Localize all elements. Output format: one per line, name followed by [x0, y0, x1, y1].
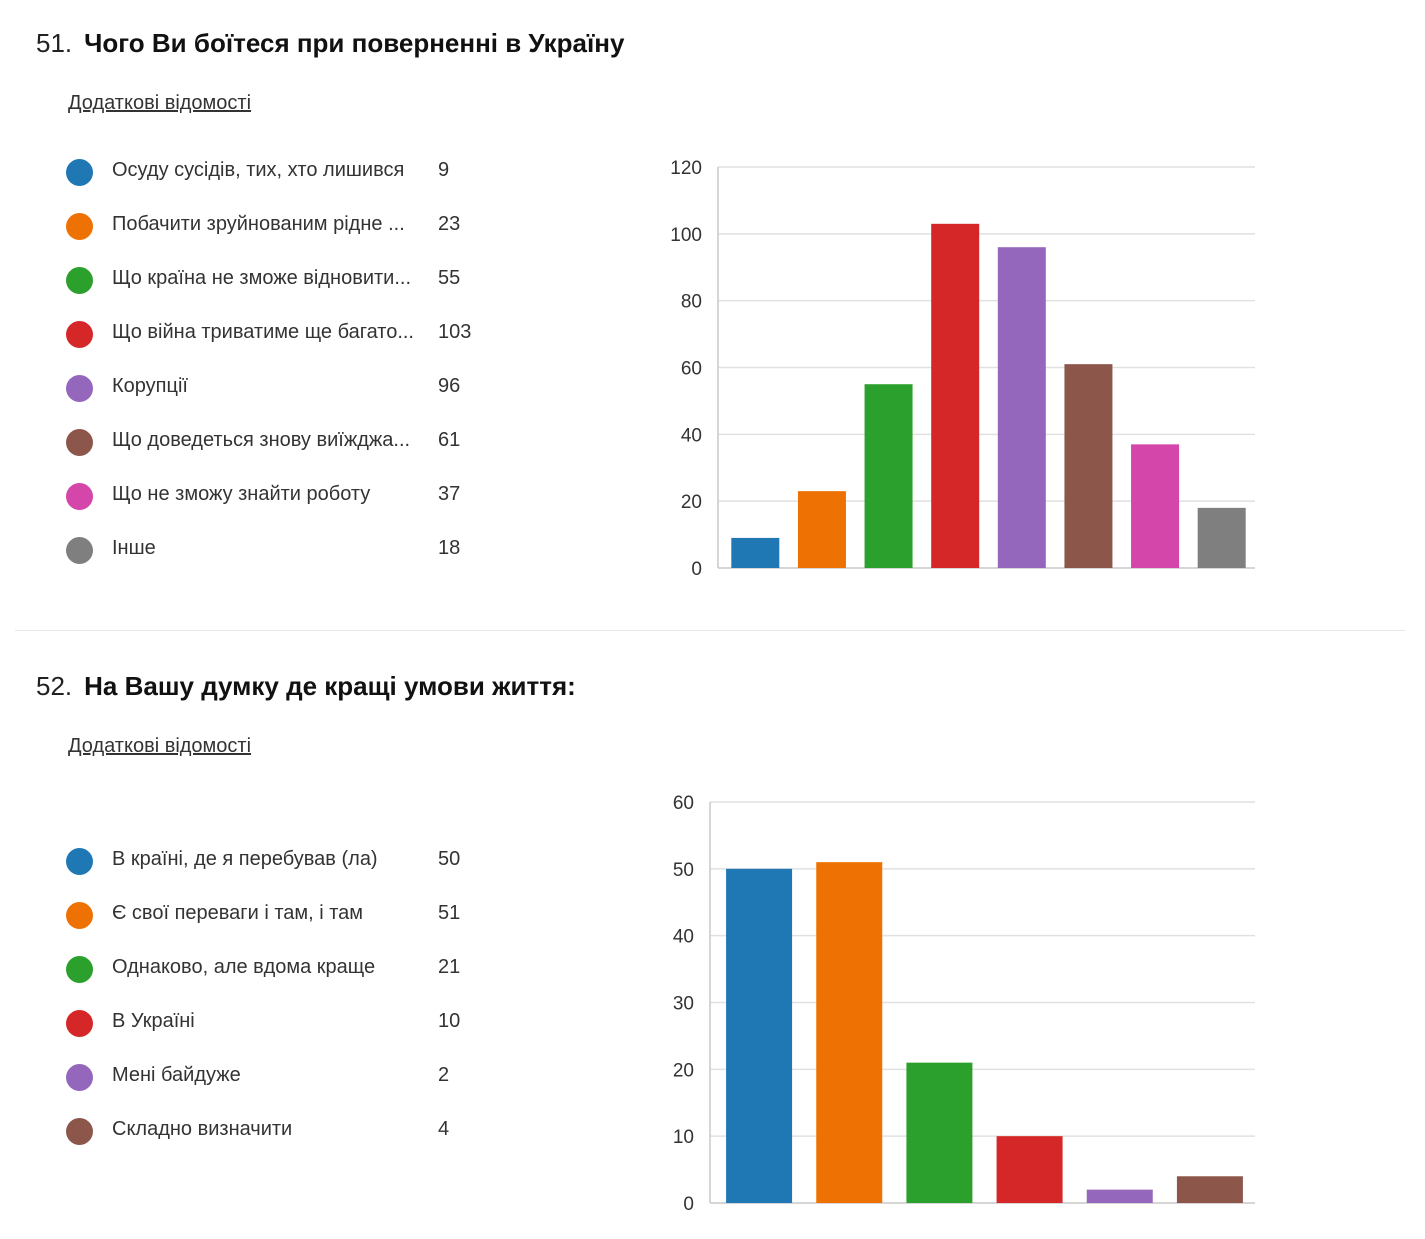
legend-count: 51	[438, 902, 461, 924]
question-text: На Вашу думку де кращі умови життя:	[84, 671, 576, 701]
legend-label: В країні, де я перебував (ла)	[112, 848, 378, 870]
bar[interactable]	[1086, 1189, 1153, 1203]
legend-label: Є свої переваги і там, і там	[112, 902, 364, 924]
bar[interactable]	[1131, 444, 1180, 568]
legend-item[interactable]: Побачити зруйнованим рідне ... 23	[66, 207, 496, 247]
legend-count: 55	[438, 267, 461, 289]
legend-color-dot	[66, 321, 93, 348]
y-tick-label: 10	[673, 1127, 694, 1148]
section-divider	[15, 630, 1405, 631]
bar[interactable]	[726, 868, 793, 1203]
chart-svg: 0 20 40 60 80 100 120	[670, 158, 1255, 580]
legend-count: 9	[438, 159, 450, 181]
bar-chart: 0 20 40 60 80 100 120	[640, 150, 1280, 590]
legend-color-dot	[66, 429, 93, 456]
legend-count: 61	[438, 429, 461, 451]
legend-item[interactable]: Що війна триватиме ще багато... 103	[66, 315, 496, 355]
legend-color-dot	[66, 1010, 93, 1037]
legend-color-dot	[66, 375, 93, 402]
bar[interactable]	[931, 223, 980, 568]
legend-color-dot	[66, 537, 93, 564]
y-tick-label: 20	[681, 492, 702, 513]
more-info-link[interactable]: Додаткові відомості	[68, 92, 252, 114]
legend-label: Побачити зруйнованим рідне ...	[112, 213, 405, 235]
y-tick-label: 20	[673, 1060, 694, 1081]
bar[interactable]	[1064, 364, 1113, 568]
legend-item[interactable]: Осуду сусідів, тих, хто лишився 9	[66, 153, 496, 193]
y-tick-label: 100	[670, 225, 702, 246]
y-tick-label: 120	[670, 158, 702, 179]
y-tick-label: 60	[681, 359, 702, 380]
question-number: 51.	[36, 28, 73, 58]
legend-count: 4	[438, 1118, 450, 1140]
legend-item[interactable]: В країні, де я перебував (ла) 50	[66, 842, 496, 882]
question-number: 52.	[36, 671, 73, 701]
legend-item[interactable]: Складно визначити 4	[66, 1112, 496, 1152]
legend-item[interactable]: Інше 18	[66, 531, 496, 571]
legend-item[interactable]: Що не зможу знайти роботу 37	[66, 477, 496, 517]
legend-color-dot	[66, 213, 93, 240]
y-tick-label: 40	[673, 927, 694, 948]
bar[interactable]	[996, 1136, 1063, 1203]
question-51: 51. Чого Ви боїтеся при поверненні в Укра…	[36, 28, 1280, 590]
legend-count: 23	[438, 213, 461, 235]
y-tick-label: 60	[673, 793, 694, 814]
legend-color-dot	[66, 1064, 93, 1091]
legend-color-dot	[66, 483, 93, 510]
y-tick-label: 40	[681, 425, 702, 446]
legend-count: 21	[438, 956, 461, 978]
y-tick-label: 0	[691, 559, 702, 580]
legend-label: Однаково, але вдома краще	[112, 956, 376, 978]
legend-color-dot	[66, 267, 93, 294]
legend-label: Що доведеться знову виїжджа...	[112, 429, 411, 451]
legend-color-dot	[66, 956, 93, 983]
legend-color-dot	[66, 1118, 93, 1145]
bar[interactable]	[864, 384, 913, 568]
question-title: 51. Чого Ви боїтеся при поверненні в Укра…	[36, 28, 624, 59]
legend-count: 103	[438, 321, 472, 343]
bar[interactable]	[997, 247, 1046, 568]
legend-label: Осуду сусідів, тих, хто лишився	[112, 159, 405, 181]
legend-label: Інше	[112, 537, 156, 559]
legend-count: 2	[438, 1064, 450, 1086]
legend-label: Що війна триватиме ще багато...	[112, 321, 414, 343]
more-info-link[interactable]: Додаткові відомості	[68, 735, 252, 757]
bar[interactable]	[1197, 507, 1246, 568]
legend-item[interactable]: Мені байдуже 2	[66, 1058, 496, 1098]
bar-chart: 0 10 20 30 40 50 60	[640, 786, 1280, 1226]
legend-label: В Україні	[112, 1010, 195, 1032]
legend-label: Мені байдуже	[112, 1064, 241, 1086]
legend-item[interactable]: Що країна не зможе відновити... 55	[66, 261, 496, 301]
question-text: Чого Ви боїтеся при поверненні в Україну	[84, 28, 625, 58]
legend-color-dot	[66, 902, 93, 929]
legend-label: Що не зможу знайти роботу	[112, 483, 371, 505]
legend-item[interactable]: Що доведеться знову виїжджа... 61	[66, 423, 496, 463]
legend-item[interactable]: Корупції 96	[66, 369, 496, 409]
legend-item[interactable]: Є свої переваги і там, і там 51	[66, 896, 496, 936]
question-title: 52. На Вашу думку де кращі умови життя:	[36, 671, 576, 702]
bar[interactable]	[816, 862, 883, 1203]
y-tick-label: 30	[673, 994, 694, 1015]
bar[interactable]	[1176, 1176, 1243, 1203]
legend-count: 96	[438, 375, 461, 397]
legend-label: Корупції	[112, 375, 188, 397]
bar[interactable]	[906, 1062, 973, 1203]
chart-svg: 0 10 20 30 40 50 60	[673, 793, 1255, 1215]
y-tick-label: 50	[673, 860, 694, 881]
legend-color-dot	[66, 848, 93, 875]
legend-count: 37	[438, 483, 461, 505]
legend-label: Що країна не зможе відновити...	[112, 267, 412, 289]
y-tick-label: 80	[681, 292, 702, 313]
y-tick-label: 0	[683, 1194, 694, 1215]
bar[interactable]	[731, 537, 780, 568]
bar[interactable]	[797, 491, 846, 568]
legend-item[interactable]: Однаково, але вдома краще 21	[66, 950, 496, 990]
legend-count: 10	[438, 1010, 461, 1032]
legend-count: 50	[438, 848, 461, 870]
legend-count: 18	[438, 537, 461, 559]
legend-label: Складно визначити	[112, 1118, 293, 1140]
question-52: 52. На Вашу думку де кращі умови життя: Д…	[0, 643, 1425, 1239]
legend-item[interactable]: В Україні 10	[66, 1004, 496, 1044]
legend-color-dot	[66, 159, 93, 186]
